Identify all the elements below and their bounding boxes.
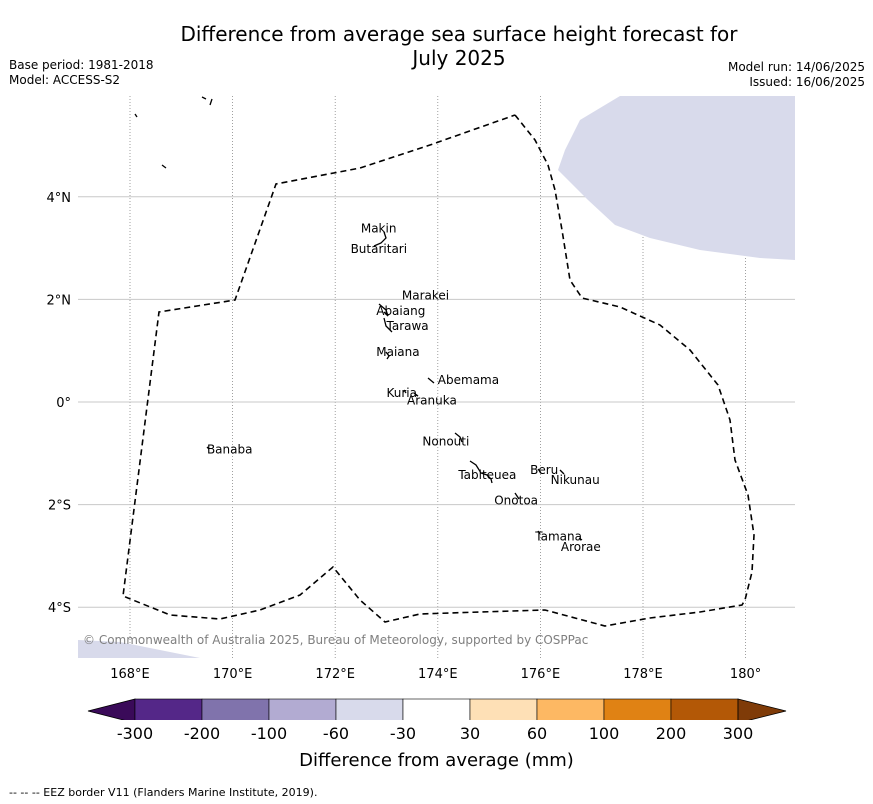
colorbar-tick-label: -300: [116, 724, 154, 743]
place-label: Abaiang: [376, 304, 425, 318]
island-shapes: [134, 96, 583, 541]
y-tick-label: 2°N: [47, 293, 72, 308]
place-label: Beru: [530, 463, 558, 477]
place-label: Arorae: [561, 540, 601, 554]
base-period-text: Base period: 1981-2018: [9, 58, 154, 72]
place-label: Butaritari: [351, 242, 408, 256]
place-label: Tarawa: [386, 319, 429, 333]
title-line-2: July 2025: [412, 46, 506, 70]
colorbar-bin-6: [536, 698, 605, 720]
place-label: Maiana: [376, 345, 419, 359]
colorbar-tick-label: 60: [526, 724, 548, 743]
x-tick-label: 168°E: [110, 667, 150, 682]
x-tick-label: 178°E: [623, 667, 663, 682]
colorbar-bin-3: [335, 698, 404, 720]
place-label: Tabiteuea: [457, 468, 516, 482]
colorbar-tick-label: -200: [183, 724, 221, 743]
colorbar-under-arrow: [87, 698, 136, 720]
colorbar-bin-2: [268, 698, 337, 720]
axis-layer: 168°E 170°E 172°E 174°E 176°E 178°E 180° 4°N 2°N…: [47, 191, 762, 682]
meta-left: Base period: 1981-2018 Model: ACCESS-S2: [9, 58, 154, 88]
colorbar-bin-4: [402, 698, 471, 720]
issued-text: Issued: 16/06/2025: [749, 75, 865, 89]
place-label: Marakei: [402, 288, 449, 302]
colorbar-tick-label: 100: [588, 724, 620, 743]
chart-title: Difference from average sea surface heig…: [0, 22, 873, 70]
anomaly-area-southwest: [78, 640, 200, 658]
place-label: Makin: [361, 222, 397, 236]
eez-border: [122, 114, 755, 627]
footnote: -- -- -- EEZ border V11 (Flanders Marine…: [9, 786, 318, 799]
colorbar-tick-label: 200: [655, 724, 687, 743]
y-tick-label: 0°: [56, 396, 71, 411]
anomaly-area-northeast: [558, 96, 795, 260]
colorbar-bin-0: [134, 698, 203, 720]
place-label: Aranuka: [407, 394, 457, 408]
colorbar-tick-label: -100: [250, 724, 288, 743]
x-tick-label: 172°E: [315, 667, 355, 682]
x-tick-label: 176°E: [521, 667, 561, 682]
place-label: Kuria: [387, 386, 418, 400]
colorbar-over-arrow: [737, 698, 787, 720]
colorbar-bin-5: [469, 698, 538, 720]
title-line-1: Difference from average sea surface heig…: [180, 22, 738, 46]
meta-right: Model run: 14/06/2025 Issued: 16/06/2025: [728, 60, 865, 90]
place-label: Abemama: [438, 373, 499, 387]
place-label: Nikunau: [551, 473, 600, 487]
y-tick-label: 4°S: [48, 601, 71, 616]
colorbar: [87, 698, 787, 720]
colorbar-bin-1: [201, 698, 270, 720]
colorbar-tick-label: -30: [389, 724, 417, 743]
x-tick-label: 170°E: [213, 667, 253, 682]
colorbar-tick-label: 300: [722, 724, 754, 743]
place-label: Tamana: [534, 530, 582, 544]
y-tick-label: 2°S: [48, 499, 71, 514]
colorbar-ticks: -300 -200 -100 -60 -30 30 60 100 200 300: [0, 724, 873, 746]
x-tick-label: 174°E: [418, 667, 458, 682]
place-label: Onotoa: [494, 494, 538, 508]
copyright-text: © Commonwealth of Australia 2025, Bureau…: [83, 633, 588, 647]
model-run-text: Model run: 14/06/2025: [727, 60, 865, 74]
place-label: Banaba: [207, 442, 253, 456]
colorbar-bin-7: [603, 698, 672, 720]
x-tick-label: 180°: [730, 667, 761, 682]
colorbar-label: Difference from average (mm): [299, 750, 574, 771]
place-label: Nonouti: [422, 435, 469, 449]
colorbar-bin-8: [670, 698, 739, 720]
model-text: Model: ACCESS-S2: [9, 73, 121, 87]
y-tick-label: 4°N: [47, 191, 72, 206]
colorbar-tick-label: 30: [459, 724, 481, 743]
colorbar-tick-label: -60: [322, 724, 350, 743]
